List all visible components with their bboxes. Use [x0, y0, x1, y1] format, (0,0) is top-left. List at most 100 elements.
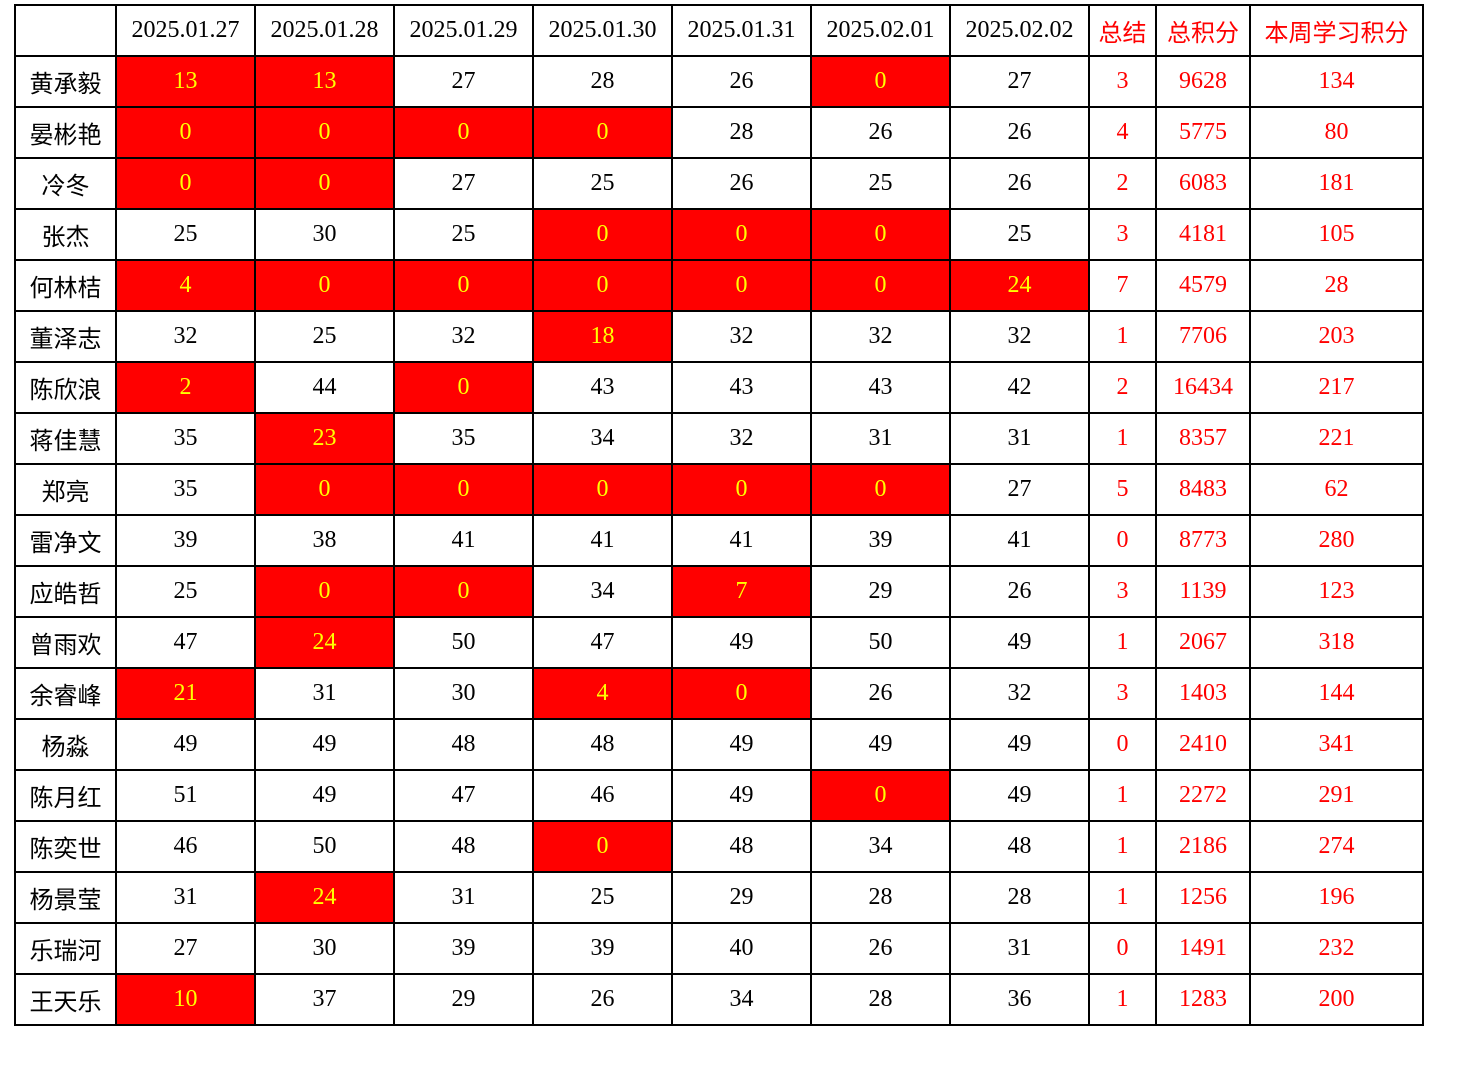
daily-score-cell: 49 [671, 769, 812, 822]
daily-score-cell: 10 [115, 973, 256, 1026]
summary-count-cell: 1 [1088, 310, 1157, 363]
total-points-cell: 2067 [1155, 616, 1251, 669]
student-name-cell: 应皓哲 [14, 565, 117, 618]
summary-count-cell: 5 [1088, 463, 1157, 516]
daily-score-cell: 0 [393, 106, 534, 159]
daily-score-cell: 26 [949, 157, 1090, 210]
daily-score-cell: 0 [254, 259, 395, 312]
daily-score-cell: 29 [810, 565, 951, 618]
daily-score-cell: 39 [393, 922, 534, 975]
total-points-cell: 9628 [1155, 55, 1251, 108]
daily-score-cell: 50 [393, 616, 534, 669]
daily-score-cell: 35 [115, 412, 256, 465]
daily-score-cell: 28 [532, 55, 673, 108]
total-points-cell: 16434 [1155, 361, 1251, 414]
daily-score-cell: 37 [254, 973, 395, 1026]
daily-score-cell: 47 [115, 616, 256, 669]
student-name-cell: 张杰 [14, 208, 117, 261]
daily-score-cell: 48 [671, 820, 812, 873]
daily-score-cell: 48 [393, 718, 534, 771]
table-row: 杨景莹 31 24 31 25 29 28 28 1 1256 196 [14, 871, 1424, 924]
date-header: 2025.01.31 [671, 4, 812, 57]
daily-score-cell: 39 [115, 514, 256, 567]
daily-score-cell: 49 [671, 616, 812, 669]
score-sheet: 2025.01.27 2025.01.28 2025.01.29 2025.01.30… [14, 4, 1424, 1026]
daily-score-cell: 27 [949, 55, 1090, 108]
daily-score-cell: 27 [393, 55, 534, 108]
daily-score-cell: 32 [115, 310, 256, 363]
daily-score-cell: 48 [393, 820, 534, 873]
daily-score-cell: 21 [115, 667, 256, 720]
daily-score-cell: 26 [810, 667, 951, 720]
total-points-cell: 8357 [1155, 412, 1251, 465]
week-points-cell: 221 [1249, 412, 1424, 465]
daily-score-cell: 26 [671, 55, 812, 108]
week-points-cell: 232 [1249, 922, 1424, 975]
daily-score-cell: 50 [254, 820, 395, 873]
daily-score-cell: 32 [393, 310, 534, 363]
daily-score-cell: 28 [810, 871, 951, 924]
summary-count-cell: 3 [1088, 55, 1157, 108]
table-row: 张杰 25 30 25 0 0 0 25 3 4181 105 [14, 208, 1424, 261]
week-points-cell: 203 [1249, 310, 1424, 363]
daily-score-cell: 34 [532, 412, 673, 465]
table-row: 王天乐 10 37 29 26 34 28 36 1 1283 200 [14, 973, 1424, 1026]
daily-score-cell: 25 [254, 310, 395, 363]
summary-count-cell: 2 [1088, 361, 1157, 414]
table-row: 陈月红 51 49 47 46 49 0 49 1 2272 291 [14, 769, 1424, 822]
daily-score-cell: 0 [393, 565, 534, 618]
student-name-cell: 冷冬 [14, 157, 117, 210]
summary-count-cell: 3 [1088, 667, 1157, 720]
daily-score-cell: 49 [115, 718, 256, 771]
table-row: 应皓哲 25 0 0 34 7 29 26 3 1139 123 [14, 565, 1424, 618]
summary-count-cell: 3 [1088, 208, 1157, 261]
student-name-cell: 蒋佳慧 [14, 412, 117, 465]
student-name-cell: 雷净文 [14, 514, 117, 567]
daily-score-cell: 0 [810, 208, 951, 261]
daily-score-cell: 25 [115, 208, 256, 261]
date-header: 2025.01.27 [115, 4, 256, 57]
daily-score-cell: 46 [115, 820, 256, 873]
daily-score-cell: 4 [115, 259, 256, 312]
summary-count-cell: 1 [1088, 820, 1157, 873]
daily-score-cell: 51 [115, 769, 256, 822]
daily-score-cell: 26 [949, 106, 1090, 159]
daily-score-cell: 32 [671, 310, 812, 363]
daily-score-cell: 24 [254, 616, 395, 669]
table-row: 何林桔 4 0 0 0 0 0 24 7 4579 28 [14, 259, 1424, 312]
date-header: 2025.01.30 [532, 4, 673, 57]
daily-score-cell: 18 [532, 310, 673, 363]
daily-score-cell: 0 [115, 106, 256, 159]
week-points-cell: 280 [1249, 514, 1424, 567]
daily-score-cell: 31 [393, 871, 534, 924]
summary-count-cell: 0 [1088, 922, 1157, 975]
table-row: 郑亮 35 0 0 0 0 0 27 5 8483 62 [14, 463, 1424, 516]
daily-score-cell: 41 [532, 514, 673, 567]
table-row: 杨淼 49 49 48 48 49 49 49 0 2410 341 [14, 718, 1424, 771]
student-name-cell: 晏彬艳 [14, 106, 117, 159]
daily-score-cell: 27 [393, 157, 534, 210]
week-points-cell: 123 [1249, 565, 1424, 618]
student-name-cell: 黄承毅 [14, 55, 117, 108]
summary-count-cell: 1 [1088, 973, 1157, 1026]
daily-score-cell: 49 [949, 769, 1090, 822]
daily-score-cell: 0 [671, 667, 812, 720]
daily-score-cell: 32 [949, 667, 1090, 720]
daily-score-cell: 39 [532, 922, 673, 975]
daily-score-cell: 26 [532, 973, 673, 1026]
daily-score-cell: 26 [810, 106, 951, 159]
table-row: 曾雨欢 47 24 50 47 49 50 49 1 2067 318 [14, 616, 1424, 669]
daily-score-cell: 41 [671, 514, 812, 567]
daily-score-cell: 49 [671, 718, 812, 771]
daily-score-cell: 24 [949, 259, 1090, 312]
daily-score-cell: 0 [254, 463, 395, 516]
table-body: 黄承毅 13 13 27 28 26 0 27 3 9628 134 晏彬艳 0 0 0 0 28 26 26 4 57… [14, 55, 1424, 1026]
daily-score-cell: 0 [532, 463, 673, 516]
daily-score-cell: 26 [949, 565, 1090, 618]
week-points-cell: 200 [1249, 973, 1424, 1026]
daily-score-cell: 25 [532, 871, 673, 924]
date-header: 2025.02.02 [949, 4, 1090, 57]
week-points-cell: 134 [1249, 55, 1424, 108]
total-points-cell: 1403 [1155, 667, 1251, 720]
daily-score-cell: 0 [532, 208, 673, 261]
